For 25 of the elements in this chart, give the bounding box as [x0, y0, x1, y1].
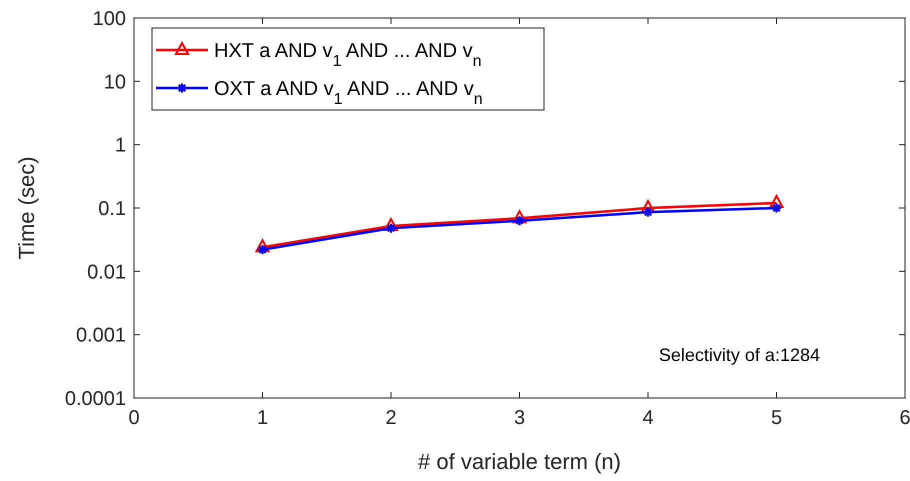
y-axis-title: Time (sec)	[14, 156, 39, 260]
point	[770, 194, 784, 208]
x-tick-label: 3	[514, 407, 526, 429]
annotation: Selectivity of a:1284	[658, 345, 820, 365]
x-tick-label: 4	[642, 407, 654, 429]
y-tick-label: 10	[104, 71, 126, 94]
x-axis-title: # of variable term (n)	[418, 449, 621, 474]
y-tick-label: 1	[114, 134, 126, 157]
y-tick-label: 0.001	[76, 324, 126, 347]
y-tick-label: 100	[92, 8, 126, 30]
x-tick-label: 2	[385, 407, 397, 429]
legend-label: OXT a AND v$_{1}$ AND ... AND v$_{n}$	[214, 78, 483, 108]
point	[770, 202, 782, 214]
y-tick-label: 0.1	[98, 198, 126, 220]
x-tick-label: 1	[256, 407, 268, 429]
x-tick-label: 0	[128, 407, 140, 429]
x-tick-label: 5	[770, 407, 782, 429]
point	[384, 218, 398, 231]
point	[512, 210, 526, 224]
legend-label: HXT a AND v$_{1}$ AND ... AND v$_{n}$	[214, 40, 482, 70]
x-tick-label: 6	[899, 407, 910, 429]
point	[642, 206, 654, 218]
y-tick-label: 0.01	[87, 261, 126, 284]
point	[256, 239, 270, 252]
y-tick-label: 0.0001	[64, 388, 126, 410]
